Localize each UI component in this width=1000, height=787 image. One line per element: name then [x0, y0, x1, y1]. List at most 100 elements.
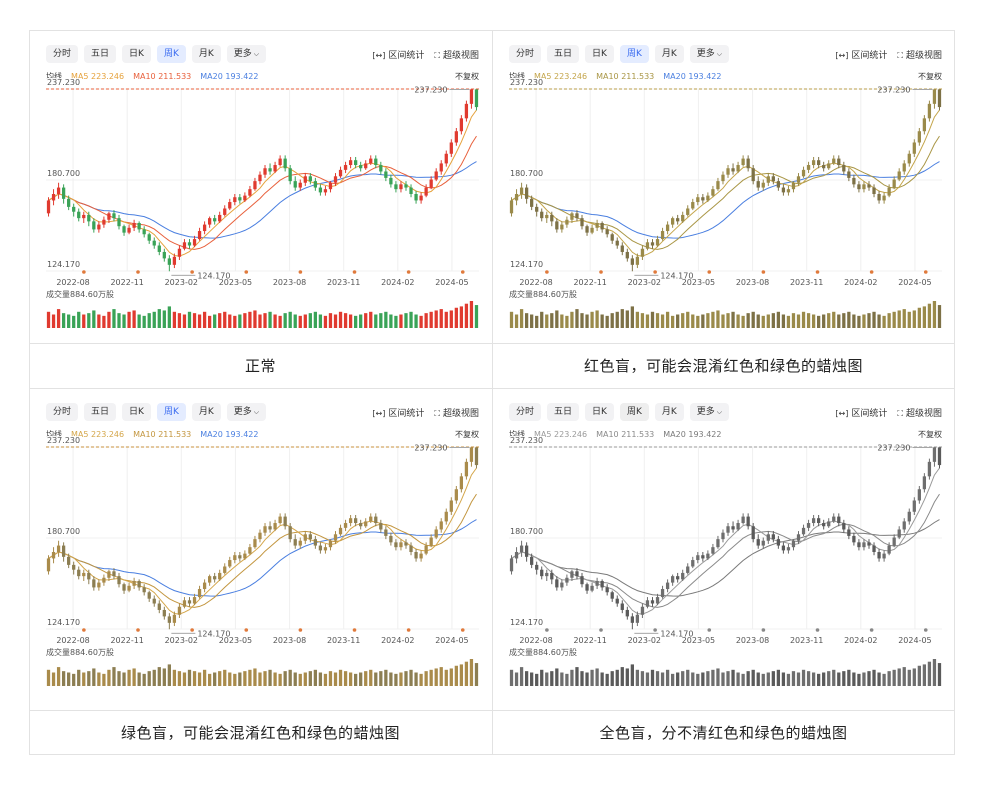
event-dot[interactable]: [136, 270, 140, 274]
event-dot[interactable]: [707, 628, 712, 632]
volume-bar: [716, 668, 720, 686]
super-view-button[interactable]: ⛶ 超级视图: [434, 406, 479, 419]
event-dot[interactable]: [244, 628, 249, 632]
tab-timeshare[interactable]: 分时: [46, 45, 79, 63]
tab-day-k[interactable]: 日K: [122, 45, 151, 63]
tab-label: 月K: [198, 49, 214, 59]
volume-bar: [202, 311, 207, 328]
candle: [389, 174, 393, 188]
range-stats-button[interactable]: [↔] 区间统计: [835, 406, 887, 419]
volume-bar: [288, 669, 292, 686]
candle: [439, 518, 443, 533]
candle: [741, 513, 745, 525]
candle: [645, 239, 650, 251]
volume-bar: [298, 315, 302, 328]
event-dot[interactable]: [406, 270, 411, 274]
tab-5day[interactable]: 五日: [547, 403, 580, 421]
adjustment-label[interactable]: 不复权: [918, 71, 942, 82]
tab-more[interactable]: 更多 ⌵: [226, 403, 267, 421]
tab-day-k[interactable]: 日K: [585, 45, 614, 63]
event-dot[interactable]: [815, 270, 820, 274]
event-dot[interactable]: [761, 628, 766, 632]
event-dot[interactable]: [460, 270, 465, 274]
event-dot[interactable]: [190, 270, 194, 274]
volume-bar: [927, 303, 932, 328]
candle: [811, 514, 816, 527]
adjustment-label[interactable]: 不复权: [455, 429, 479, 440]
tab-timeshare[interactable]: 分时: [509, 45, 542, 63]
tab-week-k[interactable]: 周K: [156, 45, 186, 63]
range-stats-button[interactable]: [↔] 区间统计: [372, 406, 424, 419]
tab-more[interactable]: 更多 ⌵: [226, 45, 267, 63]
volume-bar: [615, 311, 619, 328]
volume-bar: [796, 314, 801, 328]
event-dot[interactable]: [599, 270, 603, 274]
volume-bar: [686, 311, 690, 328]
volume-bar: [721, 314, 725, 328]
event-dot[interactable]: [815, 628, 820, 632]
tab-5day[interactable]: 五日: [547, 45, 580, 63]
tab-timeshare[interactable]: 分时: [46, 403, 79, 421]
candle: [927, 458, 932, 480]
candle: [822, 519, 826, 530]
event-dot[interactable]: [82, 628, 86, 632]
event-dot[interactable]: [352, 270, 357, 274]
event-dot[interactable]: [406, 628, 411, 632]
volume-bar: [283, 313, 287, 328]
tab-month-k[interactable]: 月K: [654, 45, 684, 63]
candle: [454, 128, 458, 146]
volume-bar: [46, 669, 51, 686]
event-dot[interactable]: [545, 270, 549, 274]
event-dot[interactable]: [653, 270, 657, 274]
event-dot[interactable]: [869, 628, 874, 632]
tab-day-k[interactable]: 日K: [122, 403, 151, 421]
event-dot[interactable]: [869, 270, 874, 274]
tab-month-k[interactable]: 月K: [191, 45, 221, 63]
adjustment-label[interactable]: 不复权: [918, 429, 942, 440]
tab-more[interactable]: 更多 ⌵: [689, 45, 730, 63]
tab-5day[interactable]: 五日: [84, 403, 117, 421]
volume-bar: [107, 669, 111, 686]
event-dot[interactable]: [298, 270, 303, 274]
x-tick-label: 2024-05: [435, 636, 468, 645]
candle: [218, 569, 222, 581]
event-dot[interactable]: [761, 270, 766, 274]
tab-month-k[interactable]: 月K: [191, 403, 221, 421]
volume-bar: [61, 313, 66, 328]
tab-5day[interactable]: 五日: [84, 45, 117, 63]
super-view-button[interactable]: ⛶ 超级视图: [897, 406, 942, 419]
volume-bar: [620, 667, 624, 686]
event-dot[interactable]: [352, 628, 357, 632]
event-dot[interactable]: [545, 628, 549, 632]
candle: [167, 613, 171, 630]
range-stats-button[interactable]: [↔] 区间统计: [372, 48, 424, 61]
event-dot[interactable]: [82, 270, 86, 274]
event-dot[interactable]: [923, 270, 928, 274]
adjustment-label[interactable]: 不复权: [455, 71, 479, 82]
tab-timeshare[interactable]: 分时: [509, 403, 542, 421]
volume-bar: [177, 671, 182, 686]
event-dot[interactable]: [923, 628, 928, 632]
tab-more[interactable]: 更多 ⌵: [689, 403, 730, 421]
tab-month-k[interactable]: 月K: [654, 403, 684, 421]
tab-week-k[interactable]: 周K: [619, 403, 649, 421]
event-dot[interactable]: [653, 628, 657, 632]
tab-week-k[interactable]: 周K: [619, 45, 649, 63]
event-dot[interactable]: [244, 270, 249, 274]
event-dot[interactable]: [599, 628, 603, 632]
event-dot[interactable]: [707, 270, 712, 274]
candle: [97, 579, 101, 591]
candle: [635, 611, 640, 627]
tab-week-k[interactable]: 周K: [156, 403, 186, 421]
super-view-button[interactable]: ⛶ 超级视图: [897, 48, 942, 61]
volume-bar: [660, 314, 665, 328]
range-stats-button[interactable]: [↔] 区间统计: [835, 48, 887, 61]
event-dot[interactable]: [298, 628, 303, 632]
event-dot[interactable]: [136, 628, 140, 632]
volume-bar: [202, 669, 207, 686]
event-dot[interactable]: [460, 628, 465, 632]
volume-bar: [786, 315, 791, 328]
event-dot[interactable]: [190, 628, 194, 632]
tab-day-k[interactable]: 日K: [585, 403, 614, 421]
super-view-button[interactable]: ⛶ 超级视图: [434, 48, 479, 61]
